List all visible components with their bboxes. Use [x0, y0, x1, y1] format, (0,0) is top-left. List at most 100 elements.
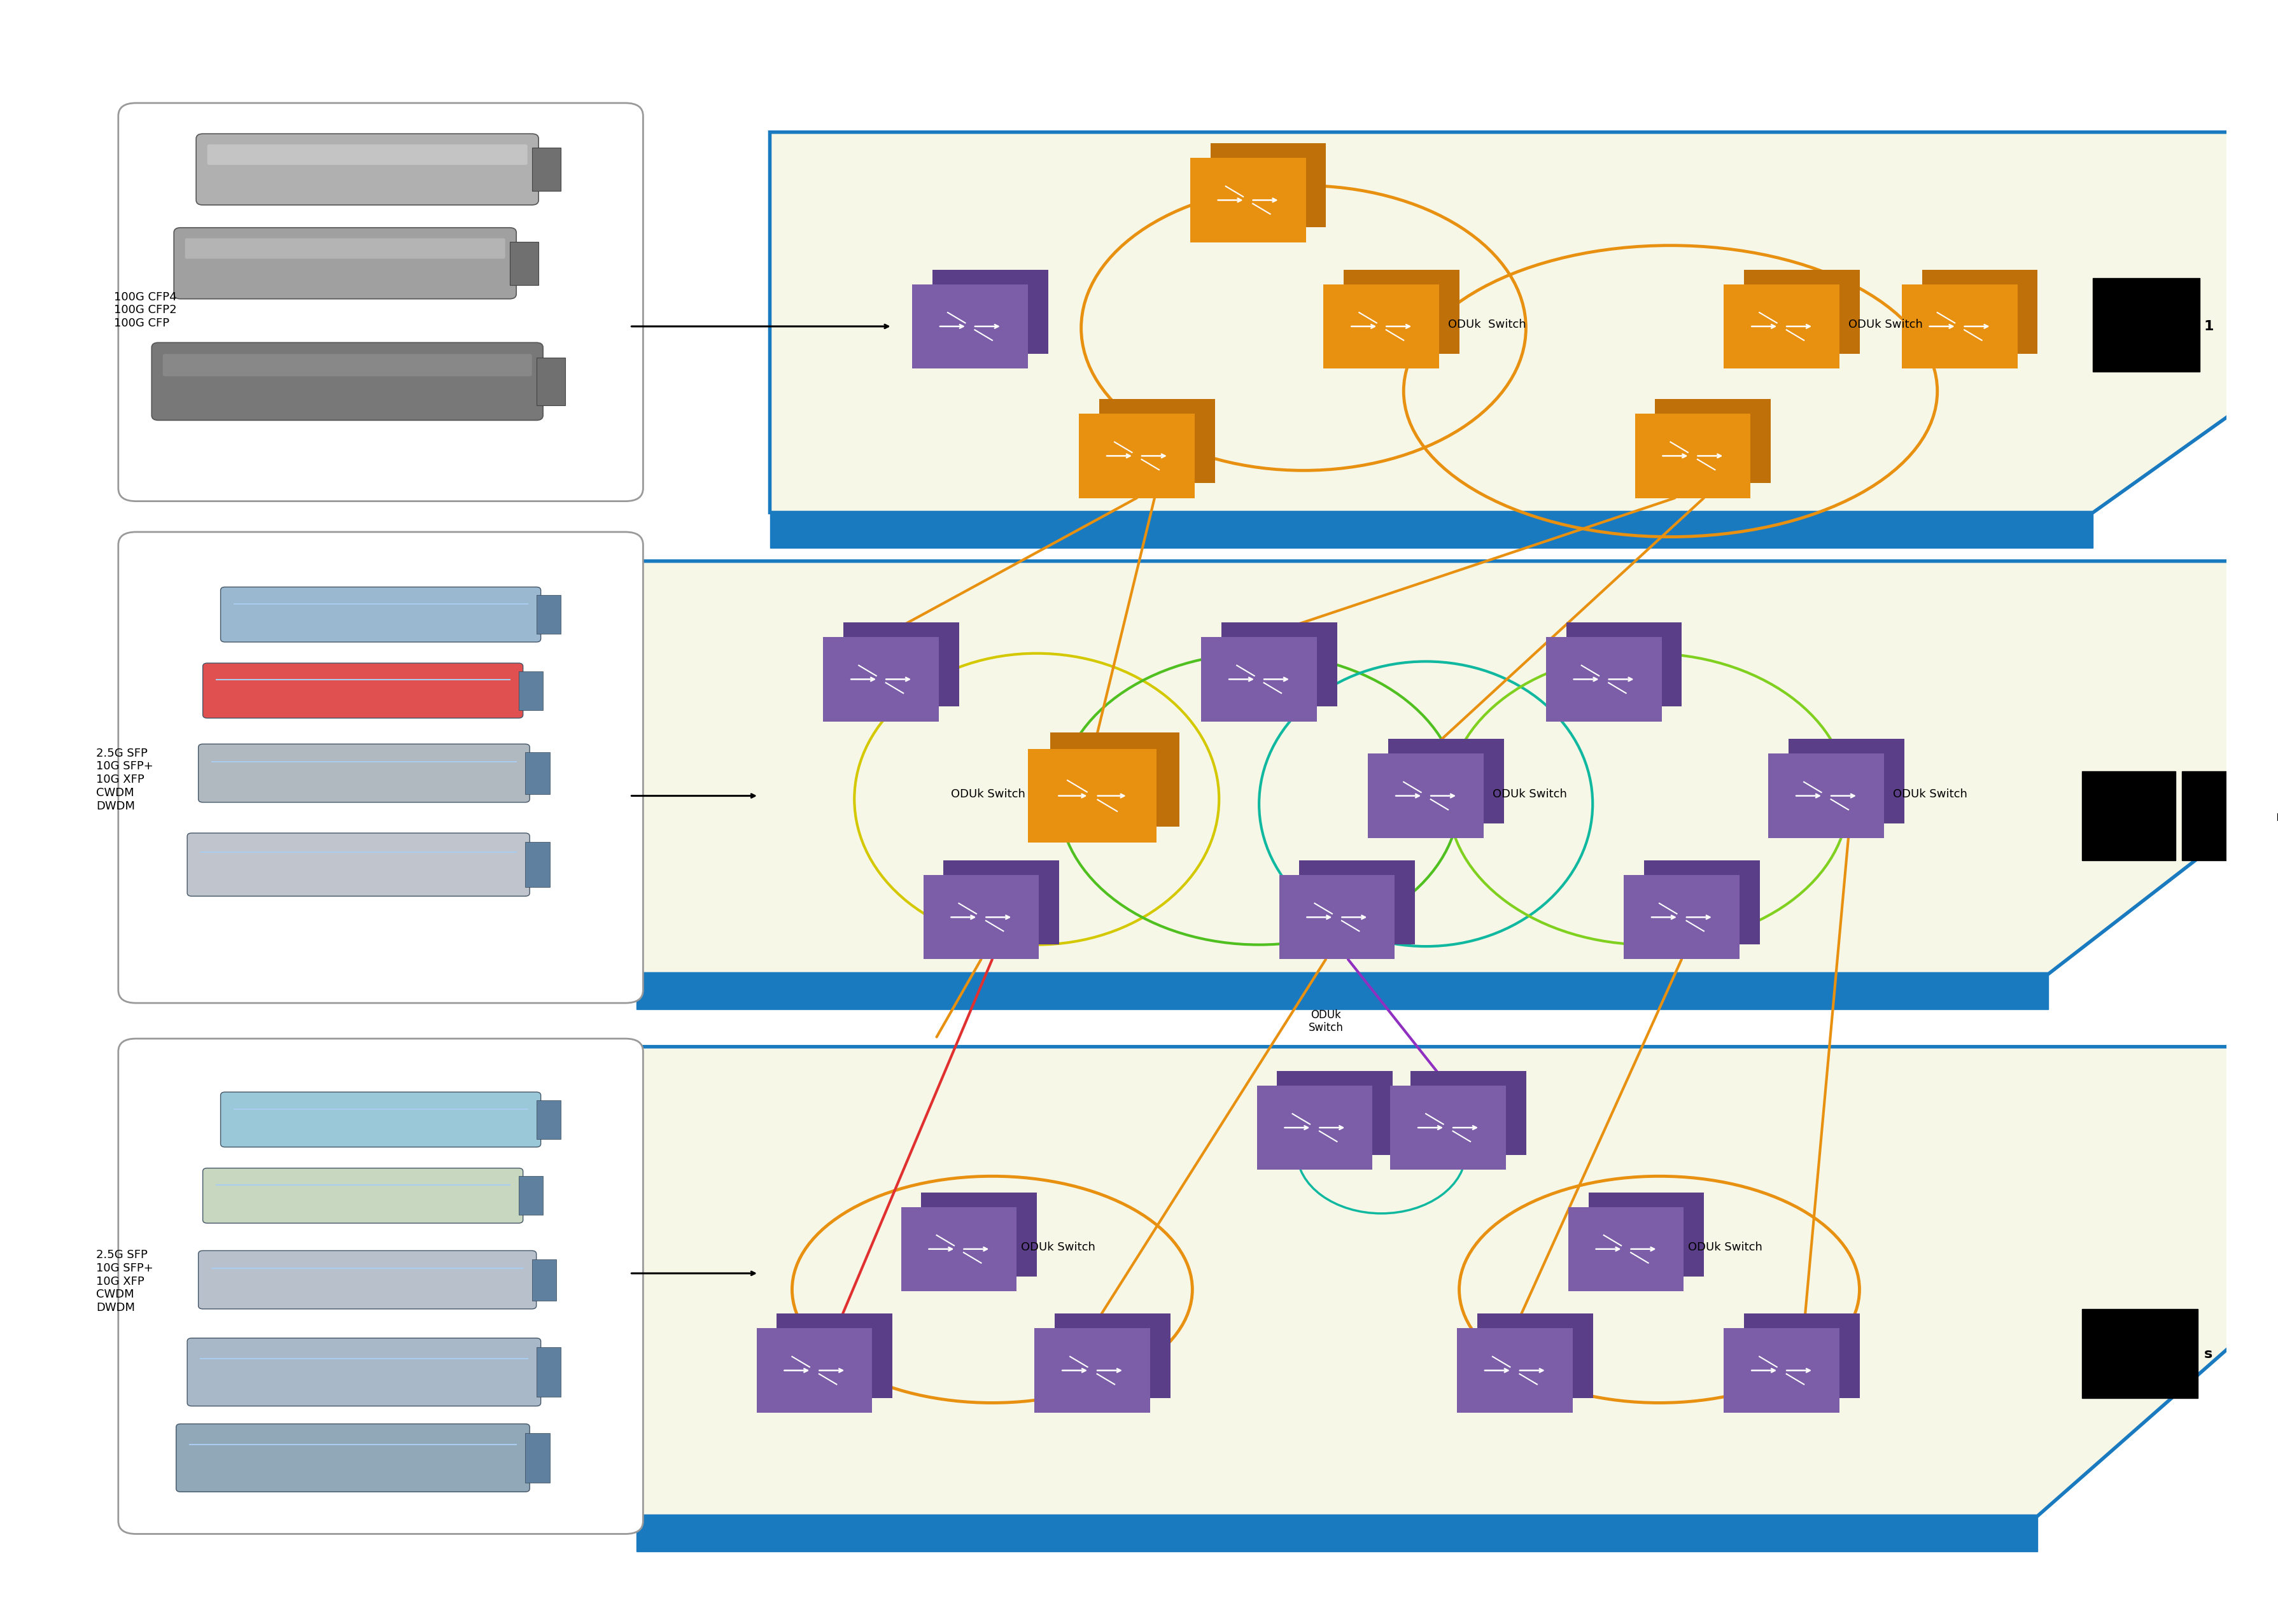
Polygon shape	[1624, 875, 1740, 960]
Polygon shape	[1567, 622, 1681, 706]
Polygon shape	[1768, 754, 1884, 838]
FancyBboxPatch shape	[519, 671, 542, 710]
Polygon shape	[770, 513, 2093, 549]
Text: ODUk
Switch: ODUk Switch	[1308, 1009, 1344, 1034]
Polygon shape	[920, 1192, 1036, 1276]
Polygon shape	[1656, 400, 1770, 484]
Polygon shape	[1387, 739, 1503, 823]
FancyBboxPatch shape	[118, 1039, 642, 1535]
FancyBboxPatch shape	[535, 594, 560, 633]
Polygon shape	[943, 861, 1059, 945]
Polygon shape	[770, 132, 2278, 513]
Text: 2.5G SFP
10G SFP+
10G XFP
CWDM
DWDM: 2.5G SFP 10G SFP+ 10G XFP CWDM DWDM	[96, 1249, 153, 1314]
Polygon shape	[1458, 1328, 1572, 1413]
FancyBboxPatch shape	[531, 1259, 556, 1301]
Polygon shape	[1724, 1328, 1838, 1413]
Polygon shape	[822, 637, 939, 721]
FancyBboxPatch shape	[535, 1099, 560, 1138]
Polygon shape	[843, 622, 959, 706]
Polygon shape	[636, 562, 2278, 974]
Text: n: n	[2276, 810, 2278, 823]
Polygon shape	[1324, 284, 1440, 369]
FancyBboxPatch shape	[2182, 771, 2271, 861]
Polygon shape	[636, 1517, 2037, 1553]
FancyBboxPatch shape	[519, 1176, 542, 1215]
Polygon shape	[1369, 754, 1483, 838]
Text: ODUk Switch: ODUk Switch	[1893, 789, 1968, 801]
Polygon shape	[1724, 284, 1838, 369]
Polygon shape	[1278, 875, 1394, 960]
Text: ODUk Switch: ODUk Switch	[1021, 1242, 1096, 1254]
Polygon shape	[1745, 1314, 1859, 1398]
Polygon shape	[1567, 1207, 1683, 1291]
Polygon shape	[1050, 732, 1180, 827]
FancyBboxPatch shape	[173, 227, 517, 299]
FancyBboxPatch shape	[203, 1168, 524, 1223]
Polygon shape	[1201, 637, 1317, 721]
Polygon shape	[911, 284, 1027, 369]
Polygon shape	[1034, 1328, 1150, 1413]
FancyBboxPatch shape	[535, 1348, 560, 1397]
Text: ODUk Switch: ODUk Switch	[1847, 318, 1923, 331]
FancyBboxPatch shape	[2082, 771, 2175, 861]
Polygon shape	[636, 1047, 2278, 1517]
FancyBboxPatch shape	[118, 102, 642, 502]
Polygon shape	[1923, 270, 2037, 354]
FancyBboxPatch shape	[175, 1424, 531, 1492]
Polygon shape	[777, 1314, 893, 1398]
Polygon shape	[1410, 1070, 1526, 1155]
Polygon shape	[1278, 1070, 1392, 1155]
Text: ODUk Switch: ODUk Switch	[1688, 1242, 1763, 1254]
Polygon shape	[1189, 158, 1305, 242]
Polygon shape	[636, 974, 2048, 1010]
Polygon shape	[1745, 270, 1859, 354]
Polygon shape	[1788, 739, 1904, 823]
FancyBboxPatch shape	[526, 841, 549, 887]
Polygon shape	[1221, 622, 1337, 706]
FancyBboxPatch shape	[162, 354, 531, 377]
FancyBboxPatch shape	[187, 833, 531, 896]
Text: 100G CFP4
100G CFP2
100G CFP: 100G CFP4 100G CFP2 100G CFP	[114, 291, 178, 330]
Text: 1: 1	[2205, 320, 2214, 333]
Polygon shape	[1055, 1314, 1171, 1398]
FancyBboxPatch shape	[196, 133, 538, 205]
Polygon shape	[1298, 861, 1415, 945]
FancyBboxPatch shape	[221, 586, 540, 641]
Polygon shape	[923, 875, 1039, 960]
Text: ODUk Switch: ODUk Switch	[952, 789, 1025, 801]
FancyBboxPatch shape	[221, 1091, 540, 1147]
Polygon shape	[1344, 270, 1460, 354]
FancyBboxPatch shape	[198, 1250, 535, 1309]
FancyBboxPatch shape	[187, 1338, 540, 1406]
Text: 2.5G SFP
10G SFP+
10G XFP
CWDM
DWDM: 2.5G SFP 10G SFP+ 10G XFP CWDM DWDM	[96, 747, 153, 812]
FancyBboxPatch shape	[185, 239, 506, 258]
FancyBboxPatch shape	[198, 744, 531, 802]
Polygon shape	[1080, 414, 1194, 499]
Polygon shape	[932, 270, 1048, 354]
FancyBboxPatch shape	[118, 533, 642, 1004]
Polygon shape	[902, 1207, 1016, 1291]
FancyBboxPatch shape	[207, 145, 528, 166]
FancyBboxPatch shape	[526, 1434, 549, 1483]
Polygon shape	[1588, 1192, 1704, 1276]
Polygon shape	[1210, 143, 1326, 227]
FancyBboxPatch shape	[510, 242, 538, 284]
FancyBboxPatch shape	[535, 357, 565, 406]
FancyBboxPatch shape	[2093, 278, 2201, 372]
Polygon shape	[1636, 414, 1750, 499]
FancyBboxPatch shape	[153, 343, 542, 421]
Polygon shape	[1257, 1085, 1371, 1169]
Polygon shape	[1027, 749, 1157, 843]
Polygon shape	[1547, 637, 1661, 721]
Polygon shape	[1476, 1314, 1592, 1398]
FancyBboxPatch shape	[2082, 1309, 2198, 1398]
Polygon shape	[756, 1328, 872, 1413]
Text: ODUk  Switch: ODUk Switch	[1449, 318, 1526, 331]
Polygon shape	[1100, 400, 1214, 484]
Polygon shape	[1390, 1085, 1506, 1169]
Polygon shape	[1645, 861, 1759, 945]
Text: ODUk Switch: ODUk Switch	[1492, 789, 1567, 801]
Text: s: s	[2205, 1348, 2212, 1361]
FancyBboxPatch shape	[526, 752, 549, 794]
FancyBboxPatch shape	[203, 663, 524, 718]
